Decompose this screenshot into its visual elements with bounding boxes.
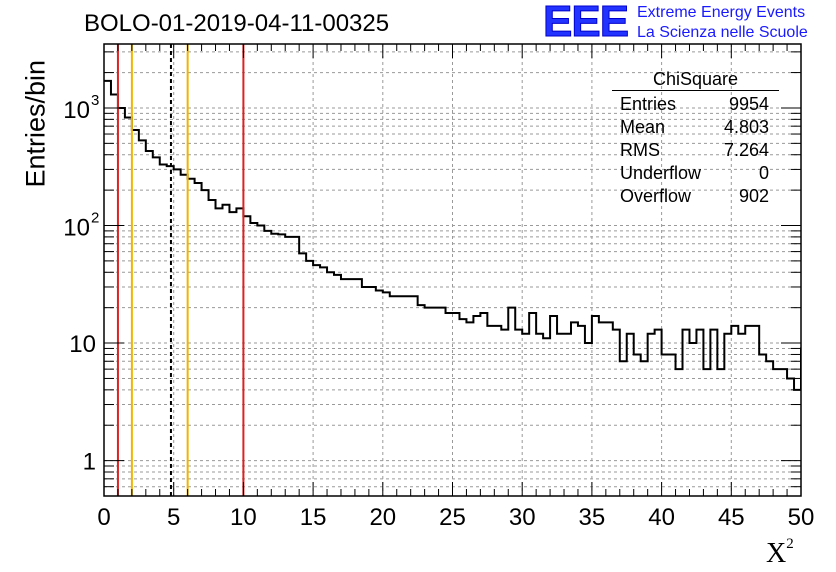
reference-lines	[116, 44, 245, 496]
x-tick-label: 50	[788, 504, 815, 531]
x-tick-label: 5	[167, 504, 180, 531]
y-axis-label: Entries/bin	[20, 59, 51, 188]
x-axis-label-base: X	[766, 538, 787, 569]
stats-value: 9954	[728, 94, 769, 114]
x-tick-label: 40	[648, 504, 675, 531]
stats-value: 4.803	[723, 117, 769, 137]
x-axis-label: X2	[766, 535, 794, 570]
stats-value: 0	[758, 163, 769, 183]
x-tick-label: 30	[509, 504, 536, 531]
eee-logo: EEE	[542, 0, 629, 46]
x-tick-label: 10	[230, 504, 257, 531]
stats-box-title: ChiSquare	[612, 68, 779, 91]
stats-label: RMS	[620, 140, 660, 160]
stats-row-overflow: Overflow 902	[612, 185, 779, 208]
x-tick-label: 45	[718, 504, 745, 531]
logo-line-1: Extreme Energy Events	[637, 4, 806, 21]
x-tick-label: 0	[97, 504, 110, 531]
x-tick-label: 25	[439, 504, 466, 531]
histogram-step-line	[104, 79, 801, 391]
logo-line-2: La Scienza nelle Scuole	[637, 24, 808, 41]
stats-label: Entries	[620, 94, 677, 114]
grid	[104, 44, 801, 496]
y-tick-label: 1	[83, 449, 96, 476]
chart-title: BOLO-01-2019-04-11-00325	[84, 10, 390, 37]
x-axis-label-exponent: 2	[786, 535, 794, 552]
stats-value: 902	[738, 186, 769, 206]
stats-row-mean: Mean 4.803	[612, 116, 779, 139]
y-tick-exponent: 2	[91, 210, 99, 227]
stats-row-rms: RMS 7.264	[612, 139, 779, 162]
x-tick-label: 15	[300, 504, 327, 531]
histogram	[104, 79, 801, 391]
y-tick-label: 10	[63, 215, 90, 242]
stats-label: Underflow	[620, 163, 702, 183]
y-tick-label: 10	[69, 331, 96, 358]
stats-row-entries: Entries 9954	[612, 93, 779, 116]
stats-row-underflow: Underflow 0	[612, 162, 779, 185]
x-tick-label: 35	[579, 504, 606, 531]
stats-label: Mean	[620, 117, 666, 137]
stats-box: ChiSquare Entries 9954 Mean 4.803 RMS 7.…	[612, 68, 779, 208]
x-tick-label: 20	[369, 504, 396, 531]
y-tick-exponent: 3	[91, 92, 99, 109]
stats-label: Overflow	[620, 186, 692, 206]
y-tick-label: 10	[63, 97, 90, 124]
stats-value: 7.264	[723, 140, 769, 160]
